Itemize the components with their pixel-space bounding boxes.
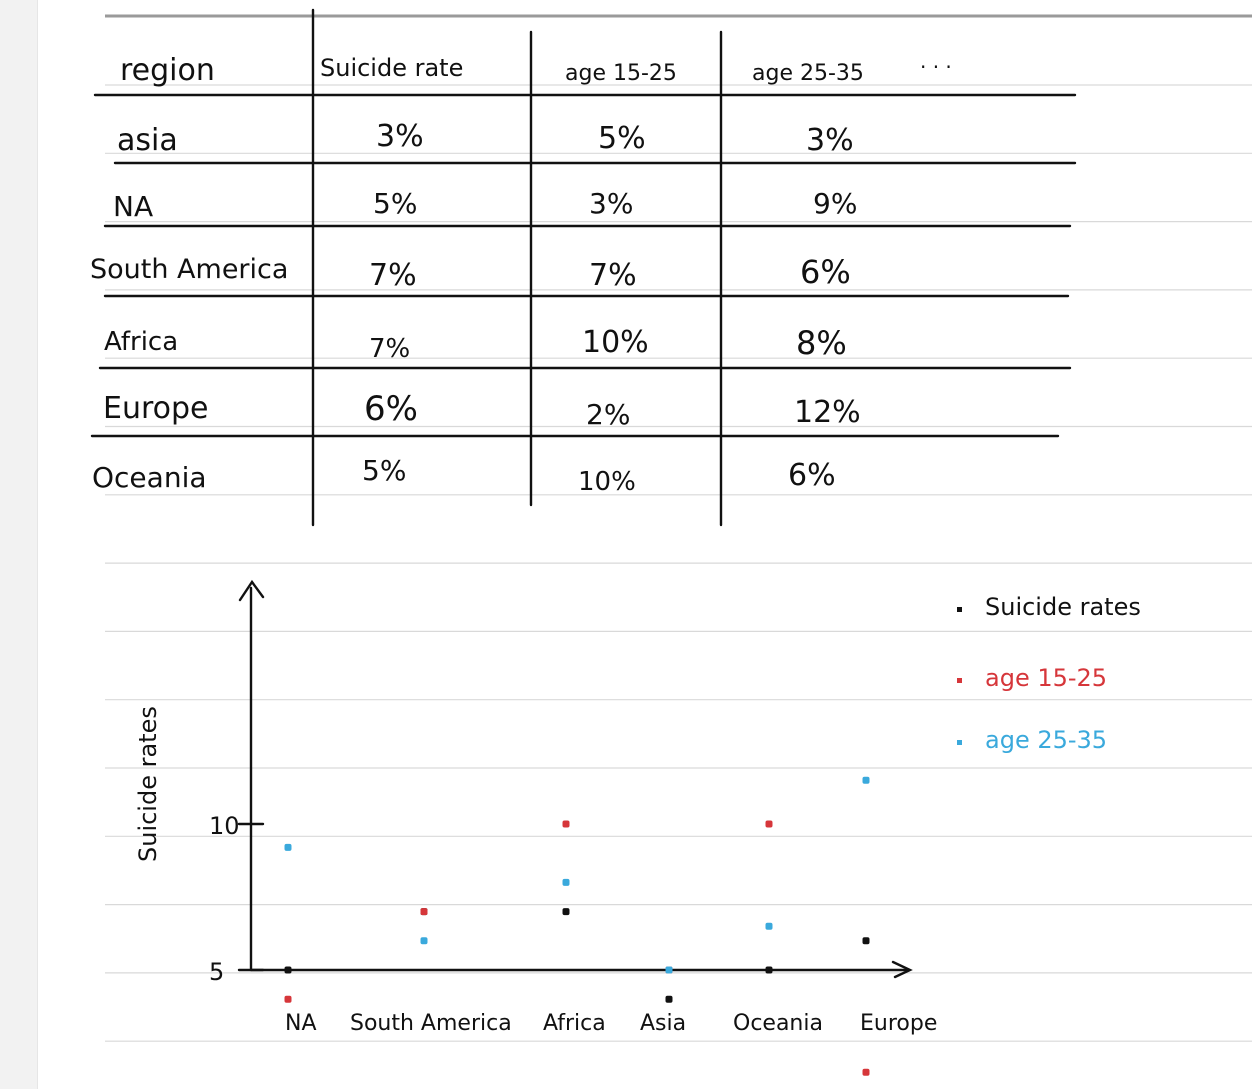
cell-value: 6% — [364, 389, 418, 429]
header-ellipsis: · · · — [920, 55, 952, 79]
cell-value: 3% — [806, 123, 854, 158]
x-tick-label: Asia — [640, 1011, 686, 1036]
cell-value: 10% — [582, 325, 649, 360]
header-age-25-35: age 25-35 — [752, 61, 864, 86]
data-point — [562, 820, 570, 828]
data-point — [665, 995, 673, 1003]
header-suicide-rate: Suicide rate — [320, 54, 463, 82]
data-table: region Suicide rate age 15-25 age 25-35 … — [90, 8, 1077, 527]
cell-value: 7% — [589, 258, 637, 293]
header-age-15-25: age 15-25 — [565, 61, 677, 86]
legend-marker — [957, 607, 962, 612]
data-point — [284, 966, 292, 974]
data-point — [862, 937, 870, 945]
x-axis-arrow — [891, 960, 913, 979]
cell-value: 5% — [598, 121, 646, 156]
cell-value: 5% — [362, 454, 406, 487]
x-tick-label: NA — [285, 1011, 317, 1036]
data-point — [420, 908, 428, 916]
legend-label: age 25-35 — [985, 726, 1107, 754]
cell-value: 9% — [813, 187, 857, 220]
cell-value: 8% — [796, 324, 847, 362]
data-points — [284, 776, 870, 1076]
data-point — [765, 820, 773, 828]
data-point — [284, 995, 292, 1003]
cell-region: Oceania — [92, 461, 207, 494]
y-ticks: 5 10 — [209, 812, 265, 986]
legend-marker — [957, 678, 962, 683]
cell-value: 5% — [373, 187, 417, 220]
y-axis-arrow — [238, 579, 265, 602]
cell-value: 3% — [589, 187, 633, 220]
x-tick-label: Africa — [543, 1011, 606, 1036]
cell-value: 6% — [788, 458, 836, 493]
data-point — [562, 908, 570, 916]
cell-region: Africa — [104, 327, 178, 357]
data-point — [284, 843, 292, 851]
cell-region: asia — [117, 123, 178, 158]
data-point — [665, 966, 673, 974]
cell-region: NA — [113, 190, 153, 223]
legend-label: Suicide rates — [985, 593, 1141, 621]
x-tick-labels: NA South America Africa Asia Oceania Europe — [285, 1011, 937, 1036]
legend-label: age 15-25 — [985, 664, 1107, 692]
cell-value: 6% — [800, 253, 851, 291]
header-region: region — [120, 53, 215, 88]
cell-value: 3% — [376, 119, 424, 154]
y-axis-label: Suicide rates — [134, 706, 162, 862]
data-point — [765, 966, 773, 974]
cell-value: 2% — [586, 398, 630, 431]
cell-value: 7% — [369, 334, 410, 364]
data-point — [420, 937, 428, 945]
y-tick-label: 5 — [209, 958, 224, 986]
cell-region: South America — [90, 254, 288, 285]
data-point — [862, 776, 870, 784]
x-tick-label: South America — [350, 1011, 512, 1036]
data-point — [562, 878, 570, 886]
legend: Suicide rates age 15-25 age 25-35 — [957, 593, 1141, 754]
cell-value: 10% — [578, 467, 636, 497]
x-tick-label: Europe — [860, 1011, 937, 1036]
x-tick-label: Oceania — [733, 1011, 823, 1036]
legend-marker — [957, 740, 962, 745]
data-point — [862, 1068, 870, 1076]
data-point — [765, 922, 773, 930]
scatter-chart: Suicide rates 5 10 NA South America Africa A… — [134, 579, 1141, 1076]
y-tick-label: 10 — [209, 812, 240, 840]
cell-value: 12% — [794, 395, 861, 430]
cell-value: 7% — [369, 258, 417, 293]
notebook-margin — [0, 0, 38, 1089]
cell-region: Europe — [103, 391, 209, 426]
